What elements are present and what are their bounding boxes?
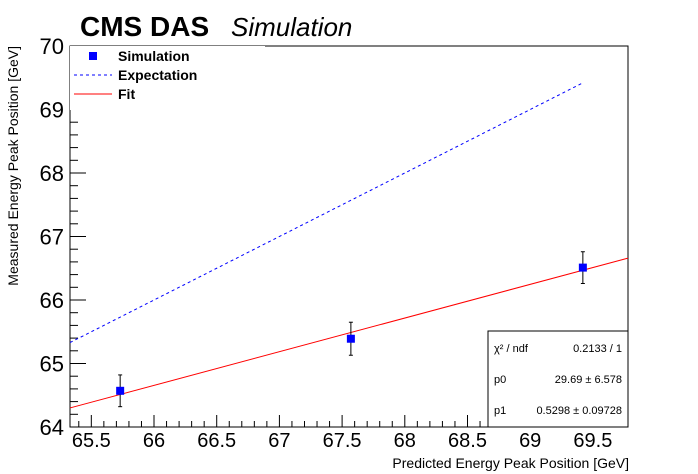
x-tick-label: 68 — [394, 430, 416, 452]
stat-p1-value: 0.5298 ± 0.09728 — [536, 405, 622, 417]
data-point — [116, 386, 125, 395]
stat-chi2-value: 0.2133 / 1 — [573, 343, 622, 355]
data-point — [578, 263, 587, 272]
series-points — [116, 251, 587, 408]
y-axis-title: Measured Energy Peak Position [GeV] — [5, 46, 21, 286]
x-tick-label: 67 — [268, 430, 290, 452]
legend-simulation-marker — [89, 52, 97, 60]
stat-p0-label: p0 — [494, 374, 506, 386]
y-tick-label: 70 — [40, 34, 64, 59]
y-axis: 64 65 66 67 68 69 70 — [40, 34, 86, 440]
x-tick-label: 65.5 — [72, 430, 111, 452]
stats-box-frame — [487, 330, 629, 428]
legend-simulation-label: Simulation — [118, 48, 190, 64]
x-axis-title: Predicted Energy Peak Position [GeV] — [392, 455, 629, 471]
experiment-label: CMS DAS — [80, 11, 209, 42]
x-tick-label: 68.5 — [448, 430, 487, 452]
stat-p1-label: p1 — [494, 405, 506, 417]
y-tick-label: 66 — [40, 288, 64, 313]
fit-line — [69, 257, 629, 409]
series-lines — [69, 82, 629, 409]
legend-background — [70, 46, 265, 110]
x-tick-label: 67.5 — [323, 430, 362, 452]
y-tick-label: 64 — [40, 415, 64, 440]
x-axis: 65.5 66 66.5 67 67.5 68 68.5 69 69.5 — [72, 415, 619, 452]
y-tick-label: 67 — [40, 225, 64, 250]
stat-chi2-label: χ² / ndf — [494, 343, 529, 355]
stat-p0-value: 29.69 ± 6.578 — [555, 374, 622, 386]
x-tick-label: 66 — [143, 430, 165, 452]
data-point — [346, 334, 355, 343]
y-tick-label: 68 — [40, 161, 64, 186]
legend-expectation-label: Expectation — [118, 67, 197, 83]
x-tick-label: 69 — [519, 430, 541, 452]
legend: Simulation Expectation Fit — [70, 46, 265, 110]
legend-fit-label: Fit — [118, 86, 135, 102]
y-tick-label: 69 — [40, 98, 64, 123]
x-tick-label: 66.5 — [197, 430, 236, 452]
x-tick-label: 69.5 — [573, 430, 612, 452]
fit-statistics-box: χ² / ndf 0.2133 / 1 p0 29.69 ± 6.578 p1 … — [487, 330, 629, 428]
simulation-label: Simulation — [231, 12, 352, 42]
y-tick-label: 65 — [40, 352, 64, 377]
expectation-line — [69, 82, 584, 343]
